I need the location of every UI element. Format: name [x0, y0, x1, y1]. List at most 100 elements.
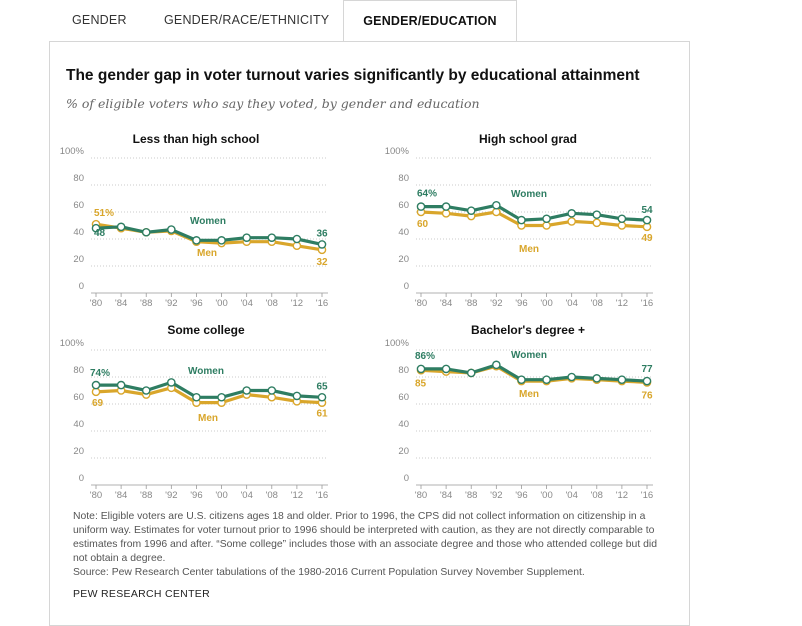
x-tick-label: '16 [316, 490, 328, 501]
panel-title: High school grad [479, 132, 577, 146]
panel-title: Some college [167, 323, 245, 337]
y-tick-label: 40 [398, 419, 409, 430]
men-point [592, 218, 602, 228]
men-point [567, 217, 576, 226]
x-tick-label: '08 [266, 298, 278, 309]
men-series-line [420, 210, 648, 229]
y-tick-label: 80 [73, 173, 84, 184]
women-point [441, 364, 451, 374]
women-point [217, 236, 226, 245]
x-tick-label: '88 [465, 490, 477, 501]
tab-gender-education[interactable]: GENDER/EDUCATION [343, 0, 517, 43]
women-point [192, 392, 201, 402]
data-label: 48 [94, 228, 106, 239]
small-multiple-2: High school grad 0 20 40 60 80 100% '80 '84 '88 '9… [385, 132, 654, 309]
x-tick-label: '12 [616, 298, 628, 309]
x-tick-label: '08 [591, 298, 603, 309]
women-point [466, 206, 476, 215]
x-tick-label: '88 [465, 298, 477, 309]
data-label: 49 [641, 233, 653, 244]
x-tick-label: '92 [165, 298, 177, 309]
data-label: 65 [316, 381, 328, 392]
x-tick-label: '88 [140, 490, 152, 501]
women-point [517, 375, 526, 385]
x-tick-label: '96 [190, 298, 202, 309]
small-multiple-4: Bachelor's degree + 0 20 40 60 80 100% '80 '84 '8… [385, 323, 654, 501]
women-point [267, 233, 277, 242]
x-tick-label: '16 [641, 298, 653, 309]
data-label: 77 [641, 364, 653, 375]
x-tick-label: '96 [515, 490, 527, 501]
data-label: 60 [417, 219, 429, 230]
x-tick-label: '08 [266, 490, 278, 501]
y-tick-label: 0 [79, 473, 84, 484]
women-point [217, 392, 226, 402]
women-series-label: Women [188, 366, 224, 377]
y-tick-label: 100% [385, 338, 410, 349]
tab-gender[interactable]: GENDER [72, 13, 127, 27]
x-tick-label: '00 [215, 490, 227, 501]
x-tick-label: '12 [291, 298, 303, 309]
x-tick-label: '92 [490, 490, 502, 501]
data-label: 36 [316, 228, 328, 239]
y-tick-label: 80 [398, 173, 409, 184]
chart-panel [49, 41, 690, 626]
y-tick-label: 0 [404, 473, 409, 484]
women-point [517, 215, 526, 225]
y-tick-label: 60 [73, 200, 84, 211]
men-series-label: Men [197, 248, 217, 259]
x-tick-label: '80 [90, 298, 102, 309]
women-point [592, 210, 602, 219]
data-label: 54 [641, 205, 653, 216]
y-tick-label: 80 [73, 365, 84, 376]
y-tick-label: 100% [60, 338, 85, 349]
women-point [167, 378, 176, 387]
y-tick-label: 60 [73, 392, 84, 403]
women-point [492, 200, 501, 210]
x-tick-label: '16 [641, 490, 653, 501]
women-point [592, 374, 602, 383]
x-tick-label: '00 [540, 490, 552, 501]
chart-subtitle: % of eligible voters who say they voted,… [66, 96, 480, 111]
y-tick-label: 20 [398, 254, 409, 265]
women-point [91, 223, 101, 233]
data-label: 74% [90, 368, 110, 379]
x-tick-label: '00 [540, 298, 552, 309]
men-series-label: Men [519, 389, 539, 400]
women-point [492, 360, 501, 370]
tab-bar: GENDER GENDER/RACE/ETHNICITY GENDER/EDUC… [0, 0, 802, 43]
tab-gender-race-ethnicity[interactable]: GENDER/RACE/ETHNICITY [164, 13, 330, 27]
women-point [567, 372, 576, 382]
small-multiple-3: Some college 0 20 40 60 80 100% '80 '84 '88 '92 '96… [60, 323, 329, 501]
x-tick-label: '84 [115, 490, 127, 501]
x-tick-label: '80 [415, 298, 427, 309]
data-label: 51% [94, 208, 114, 219]
brand-label: PEW RESEARCH CENTER [73, 588, 210, 600]
x-tick-label: '12 [291, 490, 303, 501]
women-series-line [95, 225, 323, 246]
women-series-label: Women [511, 189, 547, 200]
women-point [292, 391, 302, 401]
x-tick-label: '08 [591, 490, 603, 501]
women-point [267, 386, 277, 395]
women-series-line [421, 203, 648, 222]
x-tick-label: '12 [616, 490, 628, 501]
women-point [542, 214, 551, 224]
x-tick-label: '80 [415, 490, 427, 501]
women-point [466, 368, 476, 378]
x-tick-label: '16 [316, 298, 328, 309]
men-series-label: Men [519, 244, 539, 255]
y-tick-label: 20 [73, 446, 84, 457]
y-tick-label: 60 [398, 200, 409, 211]
data-label: 61 [316, 409, 328, 420]
women-point [242, 386, 251, 395]
women-point [642, 215, 652, 225]
women-point [141, 227, 151, 237]
small-multiple-1: Less than high school 0 20 40 60 80 100% '80 '84… [60, 132, 329, 309]
women-point [292, 234, 302, 244]
x-tick-label: '80 [90, 490, 102, 501]
data-label: 64% [417, 189, 437, 200]
panel-title: Bachelor's degree + [471, 323, 585, 337]
women-series-label: Women [511, 350, 547, 361]
women-point [542, 375, 551, 385]
